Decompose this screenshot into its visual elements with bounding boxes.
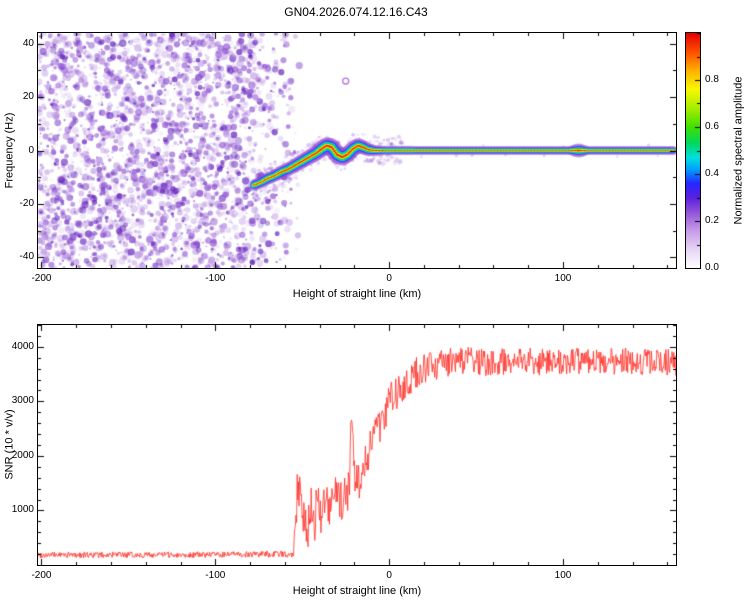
tick-label: 100 [554, 273, 572, 284]
bottom-x-axis-label: Height of straight line (km) [292, 585, 422, 597]
snr-canvas [38, 325, 676, 565]
colorbar-canvas [686, 33, 700, 268]
tick-label: -100 [205, 273, 226, 284]
tick-label: 2000 [11, 449, 34, 461]
tick-label: 0 [386, 273, 392, 284]
tick-label: 0.0 [705, 262, 719, 273]
tick-label: -200 [31, 273, 52, 284]
tick-label: 0.6 [705, 121, 719, 132]
colorbar [685, 32, 701, 269]
tick-label: -100 [205, 570, 226, 581]
colorbar-label: Normalized spectral amplitude [732, 76, 745, 224]
spectrogram-plot [37, 32, 677, 269]
tick-label: 0.4 [705, 168, 719, 179]
tick-label: 0.2 [705, 215, 719, 226]
top-x-axis-label: Height of straight line (km) [292, 288, 422, 300]
bottom-y-axis-label: SNR (10 * v/v) [3, 409, 16, 480]
tick-label: 0 [386, 570, 392, 581]
tick-label: 100 [554, 570, 572, 581]
tick-label: -20 [19, 197, 34, 209]
tick-label: -200 [31, 570, 52, 581]
spectrogram-canvas [38, 33, 676, 268]
figure-title: GN04.2026.074.12.16.C43 [284, 5, 428, 19]
tick-label: 0 [28, 144, 34, 156]
tick-label: -40 [19, 251, 34, 263]
tick-label: 3000 [11, 395, 34, 407]
tick-label: 1000 [11, 504, 34, 516]
tick-label: 20 [22, 91, 34, 103]
snr-plot [37, 324, 677, 566]
tick-label: 0.8 [705, 74, 719, 85]
tick-label: 4000 [11, 340, 34, 352]
tick-label: 40 [22, 37, 34, 49]
